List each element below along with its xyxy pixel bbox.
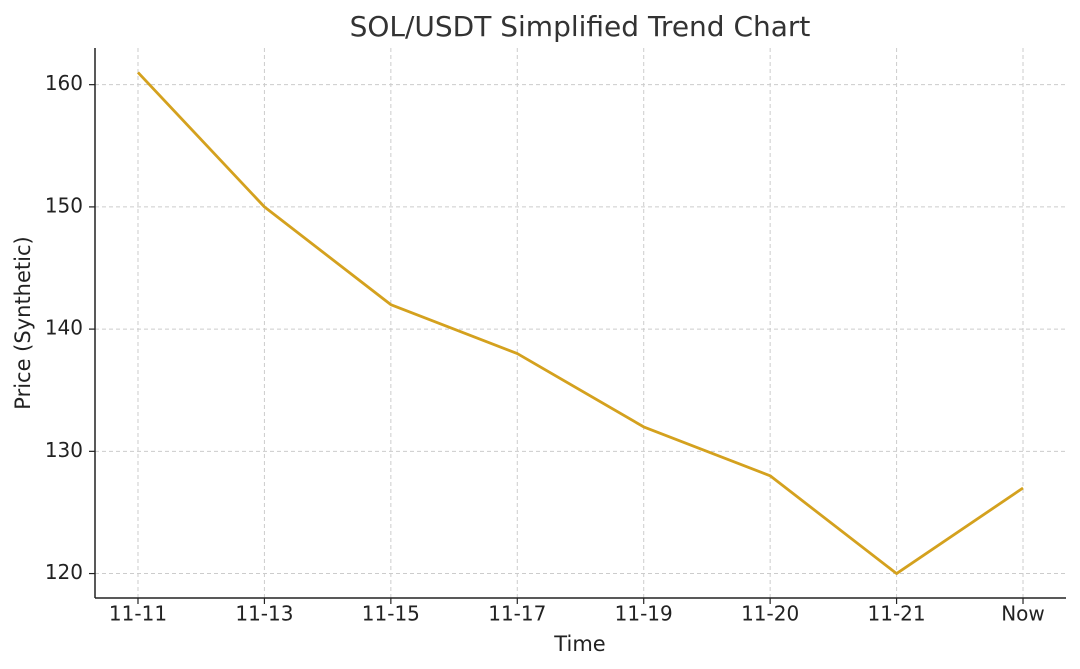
y-tick-label: 160: [45, 71, 83, 95]
x-tick-label: 11-17: [488, 602, 546, 626]
y-tick-label: 120: [45, 560, 83, 584]
x-tick-label: 11-21: [868, 602, 926, 626]
x-axis-label: Time: [553, 632, 605, 656]
x-tick-label: 11-15: [362, 602, 420, 626]
x-tick-label: 11-19: [615, 602, 673, 626]
y-tick-label: 140: [45, 316, 83, 340]
y-tick-label: 150: [45, 193, 83, 217]
x-tick-label: Now: [1001, 602, 1045, 626]
x-tick-label: 11-20: [741, 602, 799, 626]
chart-title: SOL/USDT Simplified Trend Chart: [350, 10, 811, 43]
price-line: [136, 71, 1024, 575]
y-tick-label: 130: [45, 438, 83, 462]
x-tick-label: 11-11: [109, 602, 167, 626]
x-tick-label: 11-13: [235, 602, 293, 626]
y-axis-label: Price (Synthetic): [11, 236, 35, 409]
